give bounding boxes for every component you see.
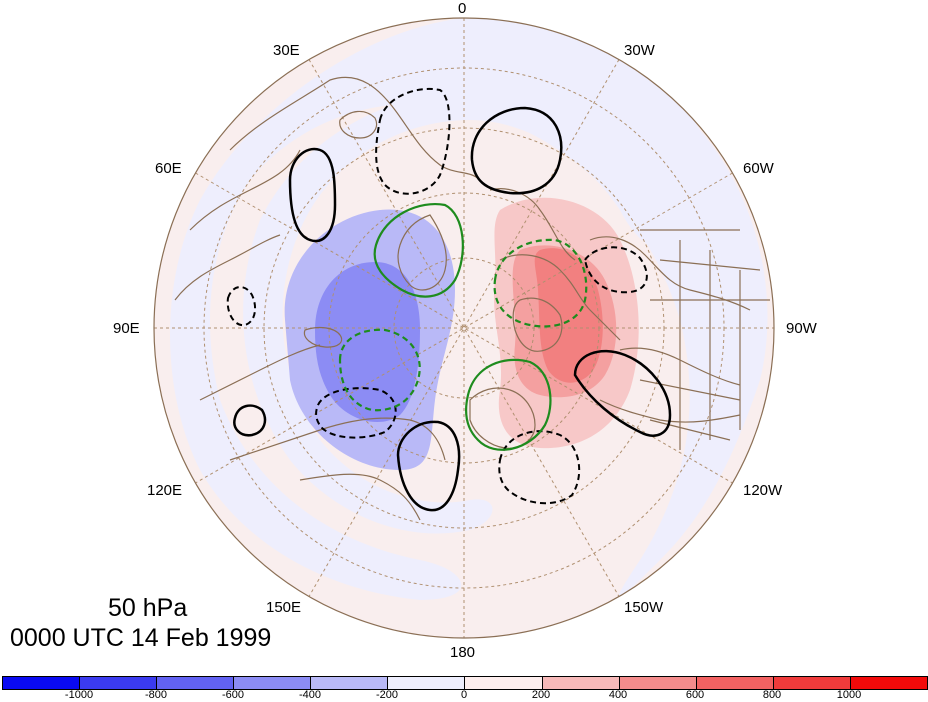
colorbar-tick-label: 600 xyxy=(685,689,705,701)
colorbar-segment xyxy=(696,677,774,689)
colorbar-segment xyxy=(773,677,851,689)
pressure-level-label: 50 hPa xyxy=(108,594,188,622)
colorbar-tick-label: 0 xyxy=(460,689,468,701)
lon-label-60e: 60E xyxy=(155,160,182,177)
lon-label-120e: 120E xyxy=(147,482,183,499)
colorbar-segment xyxy=(850,677,927,689)
colorbar-segment xyxy=(311,677,389,689)
colorbar-segment xyxy=(234,677,312,689)
lon-label-60w: 60W xyxy=(743,160,774,177)
colorbar-segment xyxy=(388,677,466,689)
map-border xyxy=(153,17,775,639)
lon-label-150w: 150W xyxy=(624,599,664,616)
colorbar-segment xyxy=(80,677,158,689)
colorbar-segment xyxy=(157,677,235,689)
colorbar-tick-label: -1000 xyxy=(64,689,94,701)
colorbar-tick-labels: -1000 -800 -600 -400 -200 0 200 400 600 800 1000 xyxy=(0,689,928,702)
negative-anomaly-600 xyxy=(315,262,420,423)
lon-label-90w: 90W xyxy=(786,320,817,337)
lon-label-150e: 150E xyxy=(266,599,302,616)
lon-label-90e: 90E xyxy=(113,320,140,337)
negative-height-contours xyxy=(226,87,648,505)
colorbar-tick-label: -200 xyxy=(375,689,399,701)
colorbar-tick-label: 200 xyxy=(531,689,551,701)
lon-label-180: 180 xyxy=(450,644,476,661)
colorbar-tick-label: 400 xyxy=(608,689,628,701)
lon-label-0: 0 xyxy=(458,0,467,17)
colorbar-segment xyxy=(465,677,543,689)
colorbar-tick-label: -600 xyxy=(221,689,245,701)
colorbar-tick-label: -800 xyxy=(144,689,168,701)
colorbar-segment xyxy=(619,677,697,689)
valid-time-label: 0000 UTC 14 Feb 1999 xyxy=(10,624,272,652)
colorbar-tick-label: 1000 xyxy=(836,689,862,701)
colorbar xyxy=(2,676,928,690)
lon-label-30e: 30E xyxy=(273,42,300,59)
colorbar-segment xyxy=(542,677,620,689)
green-contours xyxy=(338,202,588,451)
colorbar-tick-label: 800 xyxy=(762,689,782,701)
lon-label-30w: 30W xyxy=(624,42,655,59)
lon-label-120w: 120W xyxy=(743,482,783,499)
graticule xyxy=(154,18,774,638)
positive-height-contours xyxy=(233,106,672,512)
colorbar-segment xyxy=(3,677,81,689)
colorbar-tick-label: -400 xyxy=(298,689,322,701)
coastlines xyxy=(174,76,770,521)
